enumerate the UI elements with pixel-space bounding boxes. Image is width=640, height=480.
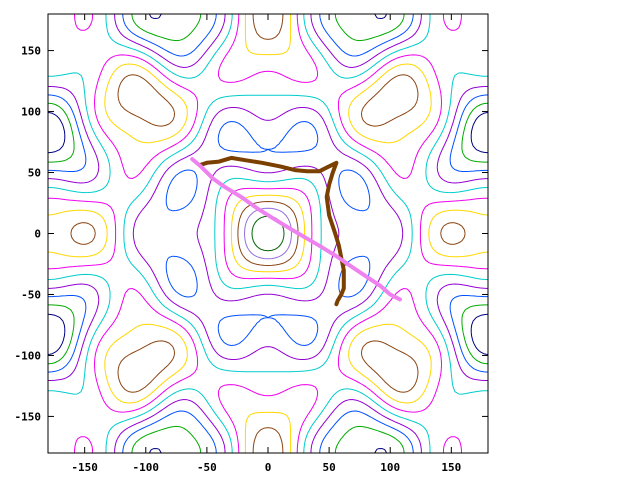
x-tick-label: 0 bbox=[265, 461, 272, 474]
contour-level-8 bbox=[70, 13, 466, 454]
x-tick-label: -50 bbox=[197, 461, 217, 474]
x-tick-label: -100 bbox=[133, 461, 160, 474]
y-tick-label: 0 bbox=[34, 228, 41, 241]
contour-level-2 bbox=[47, 13, 489, 454]
contour-level-5 bbox=[47, 13, 489, 454]
x-tick-label: 100 bbox=[380, 461, 400, 474]
y-tick-label: -150 bbox=[15, 410, 42, 423]
trajectory-paths bbox=[190, 155, 402, 307]
x-tick-label: 50 bbox=[322, 461, 335, 474]
y-tick-label: 100 bbox=[21, 106, 41, 119]
contour-level-9 bbox=[244, 207, 292, 260]
contour-level-4 bbox=[48, 13, 488, 454]
y-tick-label: -50 bbox=[21, 288, 41, 301]
contour-level-7 bbox=[47, 14, 489, 453]
plot-frame bbox=[47, 13, 489, 454]
y-tick-label: 150 bbox=[21, 45, 41, 58]
y-tick-label: -100 bbox=[15, 349, 42, 362]
contour-level-3 bbox=[47, 13, 489, 454]
y-tick-label: 50 bbox=[28, 167, 41, 180]
contour-level-6 bbox=[48, 13, 488, 454]
trajectory-path-1 bbox=[197, 155, 346, 307]
contour-level-1 bbox=[47, 13, 489, 454]
x-tick-label: 150 bbox=[441, 461, 461, 474]
contour-lines bbox=[47, 13, 489, 454]
axis-ticks: -150 -100 -50 0 50 100 150 -150 -100 -50 0 50 100 150 bbox=[15, 14, 488, 474]
x-tick-label: -150 bbox=[71, 461, 98, 474]
trajectory-path-2 bbox=[190, 157, 402, 302]
